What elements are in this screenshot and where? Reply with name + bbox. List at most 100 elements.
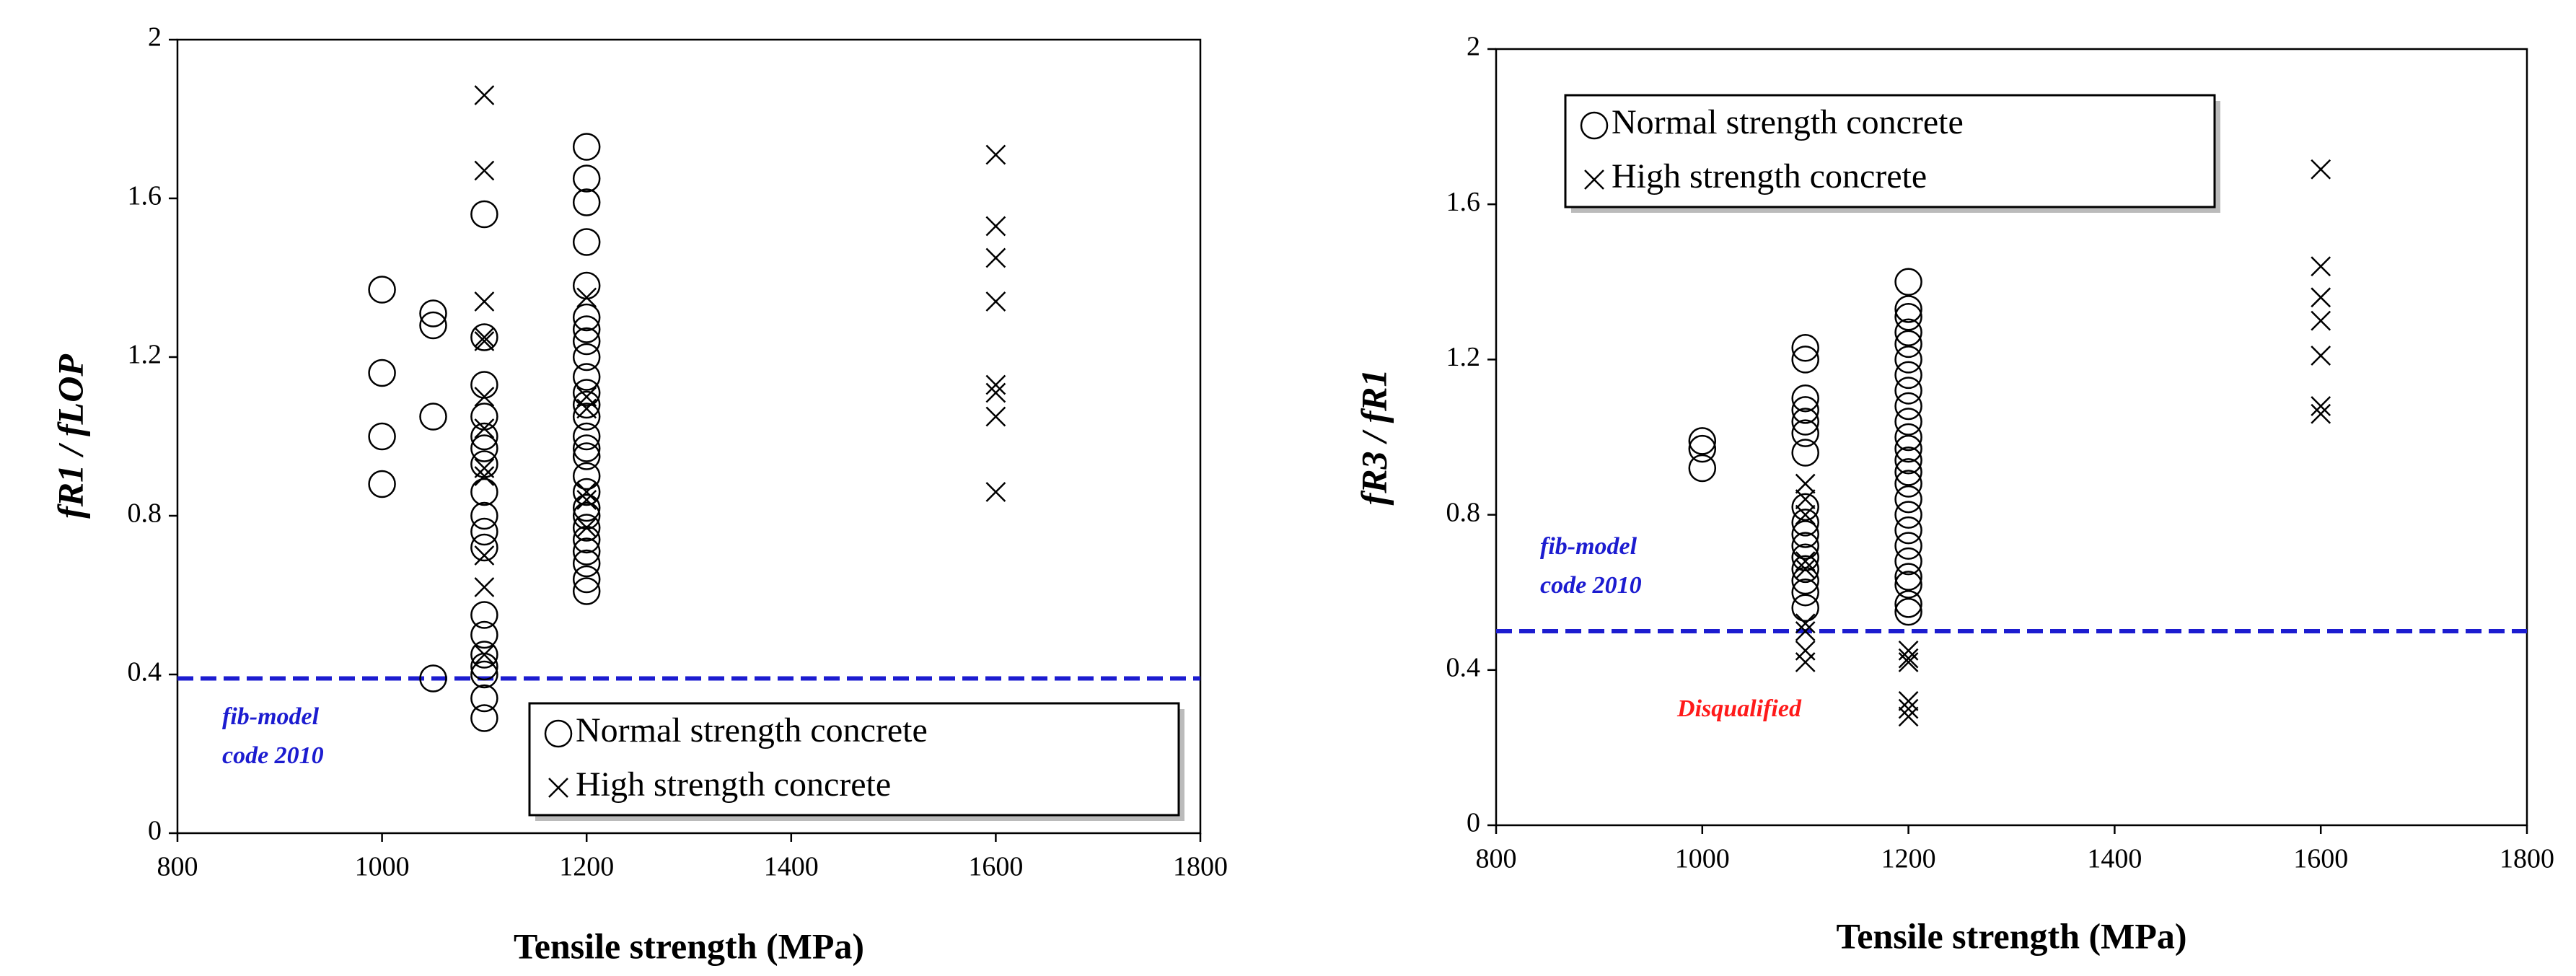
marker [1791,396,1819,424]
marker [1894,470,1922,498]
marker [2311,310,2331,331]
marker [1894,547,1922,576]
marker [1791,384,1819,413]
marker [470,323,498,351]
x-tick-label: 1200 [559,852,614,882]
marker [470,517,498,546]
marker [470,533,498,562]
marker [474,458,495,478]
marker [470,704,498,732]
marker [1791,578,1819,607]
marker [1894,447,1922,475]
x-axis-title: Tensile strength (MPa) [1836,915,2186,956]
marker [1791,555,1819,584]
marker [1795,652,1816,672]
marker [1791,346,1819,374]
x-tick-label: 1600 [2293,844,2348,874]
marker [1894,571,1922,599]
x-tick-label: 1800 [1173,852,1228,882]
marker [572,228,601,256]
marker [572,565,601,594]
x-tick-label: 1800 [2500,844,2554,874]
marker [470,660,498,689]
marker [572,577,601,605]
marker [1894,318,1922,346]
marker [572,363,601,391]
marker [470,200,498,229]
marker [1791,334,1819,362]
y-tick-label: 2 [1467,32,1480,62]
marker [1898,648,1919,669]
marker [2311,346,2331,366]
marker [470,422,498,451]
marker [1894,458,1922,486]
marker [572,434,601,462]
marker [572,549,601,578]
marker [474,85,495,105]
marker [470,601,498,629]
marker [1791,532,1819,560]
legend-marker [1584,170,1604,190]
legend-marker [1580,111,1609,140]
marker [474,327,495,348]
marker [474,387,495,407]
marker [474,418,495,439]
marker [470,684,498,713]
y-tick-label: 0 [1467,808,1480,838]
marker [985,482,1006,502]
marker [2311,159,2331,180]
marker [572,422,601,451]
marker [1795,473,1816,494]
marker [1688,454,1717,483]
marker [1894,377,1922,405]
legend-label: Normal strength concrete [576,711,928,749]
x-tick-label: 1000 [1675,844,1730,874]
marker [576,287,597,308]
legend-label: High strength concrete [576,765,891,804]
y-tick-label: 1.2 [128,340,162,370]
marker [572,327,601,356]
legend-marker [548,778,568,798]
marker [572,537,601,566]
plot-area [176,38,1202,835]
marker [1791,419,1819,447]
marker [1894,423,1922,452]
marker [470,434,498,462]
marker [572,164,601,193]
marker [1795,613,1816,634]
marker [1894,392,1922,421]
legend-label: High strength concrete [1612,157,1927,195]
marker [368,422,396,451]
marker [1791,408,1819,436]
marker [1791,493,1819,522]
y-tick-label: 0.4 [1446,653,1481,683]
marker [1894,563,1922,591]
marker [572,462,601,491]
reference-label: fib-model [222,703,320,730]
marker [419,403,447,431]
marker [572,133,601,161]
x-tick-label: 1000 [355,852,410,882]
marker [1898,698,1919,719]
marker [985,406,1006,427]
marker [1898,652,1919,672]
marker [572,403,601,431]
marker [419,311,447,340]
marker [1688,427,1717,455]
marker [368,276,396,304]
marker [474,331,495,351]
marker [576,490,597,510]
y-tick-label: 0.8 [1446,497,1481,527]
marker [1795,559,1816,579]
marker [1894,590,1922,618]
legend-marker [544,719,573,748]
marker [474,644,495,665]
marker [474,160,495,181]
marker [1791,439,1819,467]
marker [1894,597,1922,626]
marker [985,382,1006,403]
marker [1894,302,1922,331]
y-axis-title: fR3 / fR1 [1353,369,1394,506]
marker [1894,268,1922,296]
marker [572,493,601,522]
